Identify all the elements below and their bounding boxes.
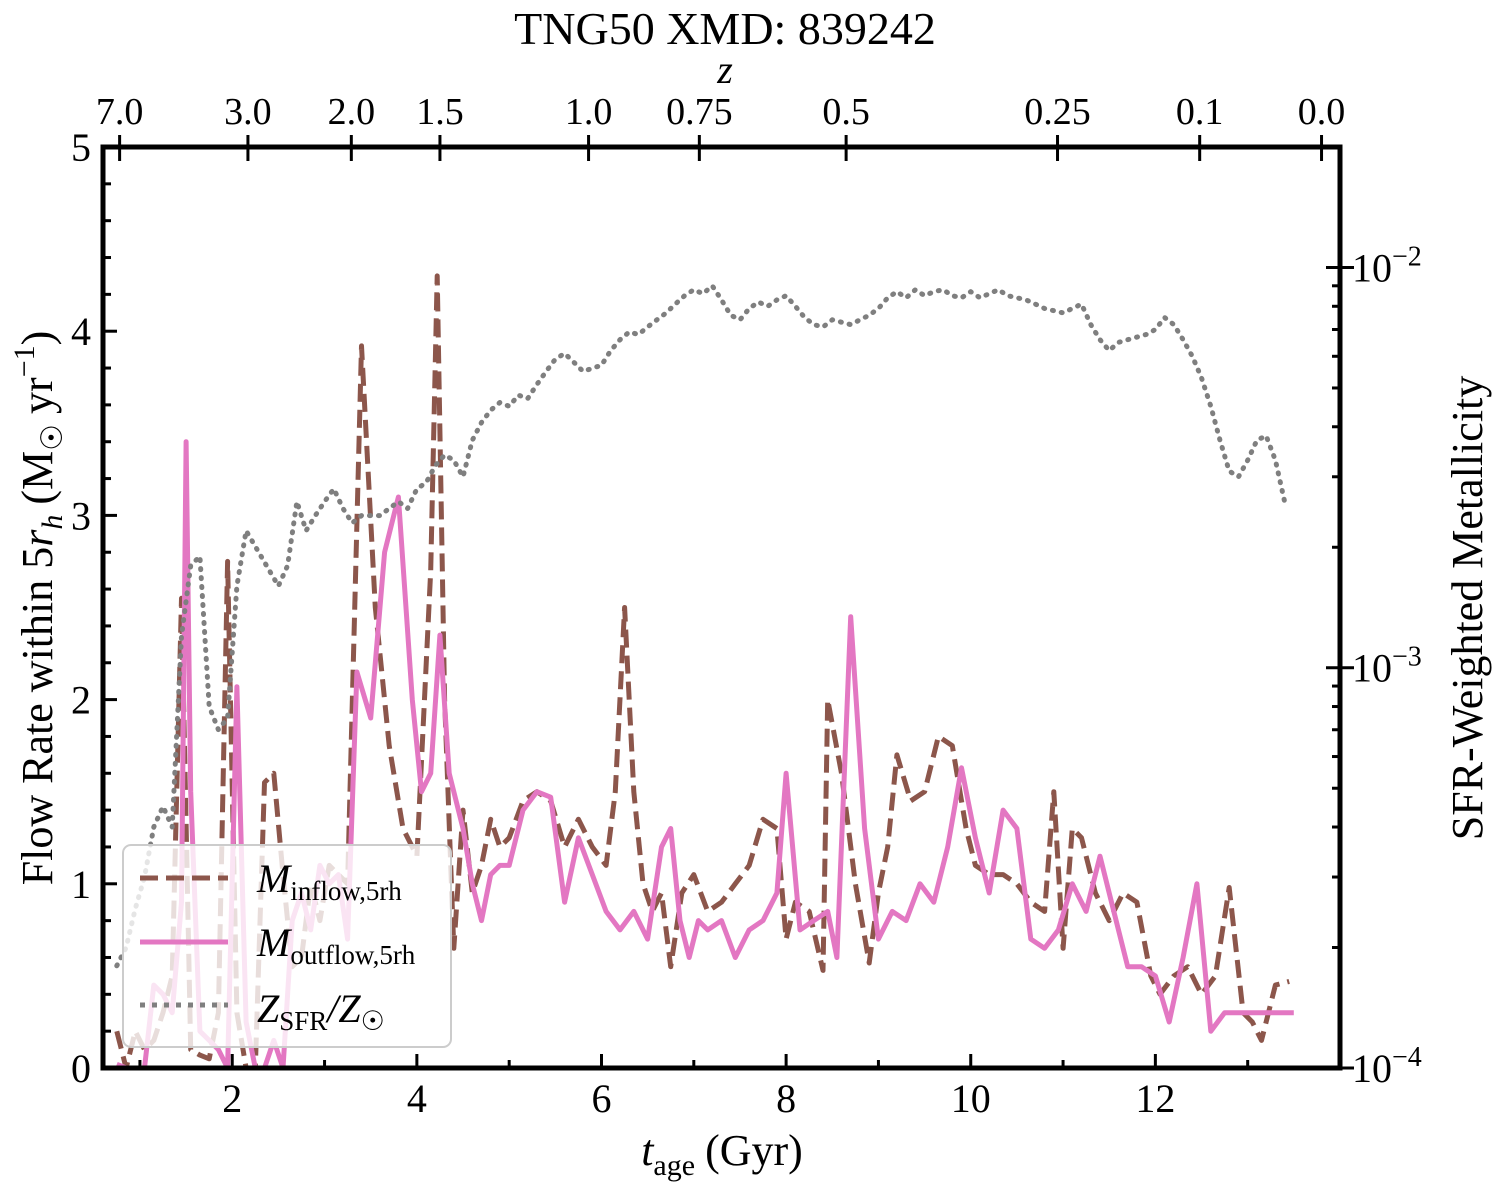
x-tick-label: 10 bbox=[951, 1076, 991, 1121]
chart-title: TNG50 XMD: 839242 bbox=[514, 3, 936, 54]
y-axis-label-yr: yr bbox=[13, 377, 62, 414]
x-axis-label: tage (Gyr) bbox=[641, 1126, 803, 1182]
y-axis-label: Flow Rate within 5rh (M☉ yr−1) bbox=[8, 331, 70, 886]
top-tick-label: 1.5 bbox=[416, 91, 464, 133]
legend-label-outflow: Moutflow,5rh bbox=[256, 920, 416, 970]
top-tick-label: 3.0 bbox=[224, 91, 272, 133]
y2-tick-base: 10 bbox=[1352, 1046, 1392, 1091]
plot-frame bbox=[100, 144, 1343, 1071]
y-axis-label-sub: h bbox=[36, 515, 69, 530]
y2-tick-label: 10−2 bbox=[1352, 241, 1422, 290]
y2-tick-label: 10−3 bbox=[1352, 642, 1422, 691]
top-tick-label: 0.0 bbox=[1298, 91, 1346, 133]
top-tick-label: 0.1 bbox=[1176, 91, 1224, 133]
x-tick-label: 12 bbox=[1135, 1076, 1175, 1121]
y-axis-label-main: Flow Rate within 5 bbox=[13, 547, 62, 886]
y-tick-label: 5 bbox=[71, 125, 91, 170]
x-axis-label-unit: (Gyr) bbox=[705, 1126, 803, 1175]
y2-tick-base: 10 bbox=[1352, 646, 1392, 691]
y-tick-label: 3 bbox=[71, 493, 91, 538]
y-axis-label-r: r bbox=[13, 529, 62, 547]
legend-label-inflow: Minflow,5rh bbox=[256, 856, 402, 906]
y2-tick-exp: −2 bbox=[1392, 241, 1422, 272]
y2-tick-label: 10−4 bbox=[1352, 1042, 1422, 1091]
top-tick-label: 0.25 bbox=[1024, 91, 1091, 133]
x-tick-label: 2 bbox=[222, 1076, 242, 1121]
top-tick-label: 0.75 bbox=[666, 91, 733, 133]
top-axis-label: z bbox=[716, 47, 733, 92]
top-tick-label: 0.5 bbox=[822, 91, 870, 133]
y2-axis-label: SFR-Weighted Metallicity bbox=[1443, 376, 1492, 841]
y2-tick-exp: −4 bbox=[1392, 1042, 1422, 1073]
legend-z-sun: ☉ bbox=[361, 1006, 385, 1037]
legend-z-slash: /Z bbox=[325, 986, 361, 1031]
y2-tick-exp: −3 bbox=[1392, 642, 1422, 673]
series-line-metallicity bbox=[114, 283, 1288, 969]
y-tick-label: 2 bbox=[71, 678, 91, 723]
legend-z-main: Z bbox=[257, 986, 280, 1031]
y-tick-label: 4 bbox=[71, 309, 91, 354]
y-axis-label-unit: (M bbox=[13, 451, 62, 505]
y-axis-label-close: ) bbox=[13, 331, 62, 346]
legend-z-sub: SFR bbox=[279, 1006, 327, 1036]
legend-outflow-main: M bbox=[256, 920, 293, 965]
legend-label-metallicity: ZSFR/Z☉ bbox=[257, 986, 385, 1037]
x-tick-label: 8 bbox=[776, 1076, 796, 1121]
top-tick-label: 7.0 bbox=[96, 91, 144, 133]
x-tick-label: 4 bbox=[407, 1076, 427, 1121]
y-axis-label-sun: ☉ bbox=[35, 424, 70, 451]
x-axis-label-main: t bbox=[641, 1126, 655, 1175]
y-axis-label-exp: −1 bbox=[8, 345, 41, 377]
legend-inflow-main: M bbox=[256, 856, 293, 901]
x-axis-label-sub: age bbox=[653, 1149, 695, 1182]
legend-box bbox=[122, 844, 452, 1048]
series-line-inflow bbox=[114, 273, 1290, 1071]
y-tick-label: 1 bbox=[71, 862, 91, 907]
x-tick-label: 6 bbox=[591, 1076, 611, 1121]
y2-tick-base: 10 bbox=[1352, 245, 1392, 290]
y-tick-label: 0 bbox=[71, 1046, 91, 1091]
legend-inflow-sub: inflow,5rh bbox=[290, 876, 402, 906]
top-tick-label: 1.0 bbox=[565, 91, 613, 133]
legend-outflow-sub: outflow,5rh bbox=[290, 940, 415, 970]
legend: Minflow,5rh Moutflow,5rh ZSFR/Z☉ bbox=[122, 844, 452, 1048]
top-tick-label: 2.0 bbox=[328, 91, 376, 133]
